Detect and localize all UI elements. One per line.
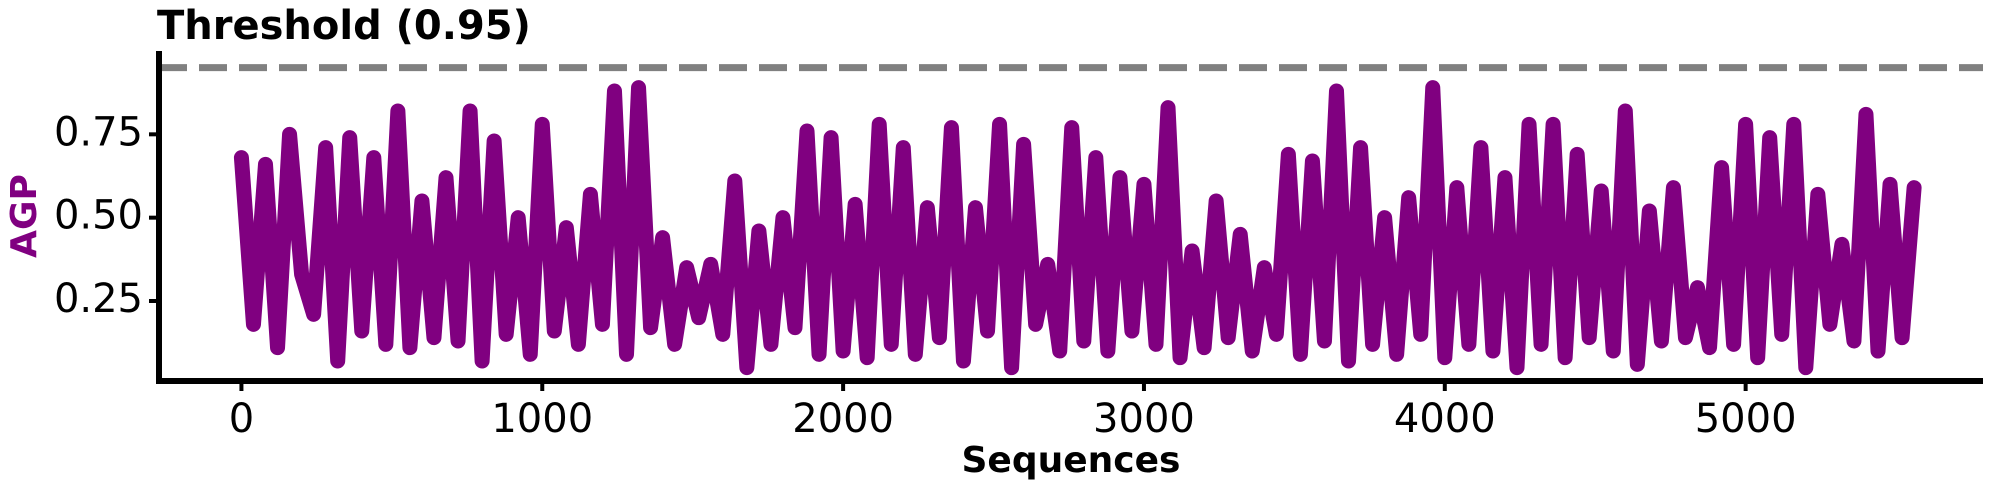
x-tick-label: 5000 (1695, 396, 1797, 442)
chart-title: Threshold (0.95) (157, 3, 531, 49)
y-axis-label: AGP (4, 174, 45, 258)
x-tick-label: 4000 (1394, 396, 1496, 442)
x-tick-label: 2000 (792, 396, 894, 442)
y-tick-label: 0.75 (54, 109, 143, 155)
y-tick-label: 0.25 (54, 276, 143, 322)
x-tick-label: 0 (229, 396, 254, 442)
x-axis-label: Sequences (962, 440, 1181, 481)
data-line (233, 80, 1922, 376)
y-tick-label: 0.50 (54, 193, 143, 239)
x-tick-label: 3000 (1093, 396, 1195, 442)
x-tick-label: 1000 (491, 396, 593, 442)
